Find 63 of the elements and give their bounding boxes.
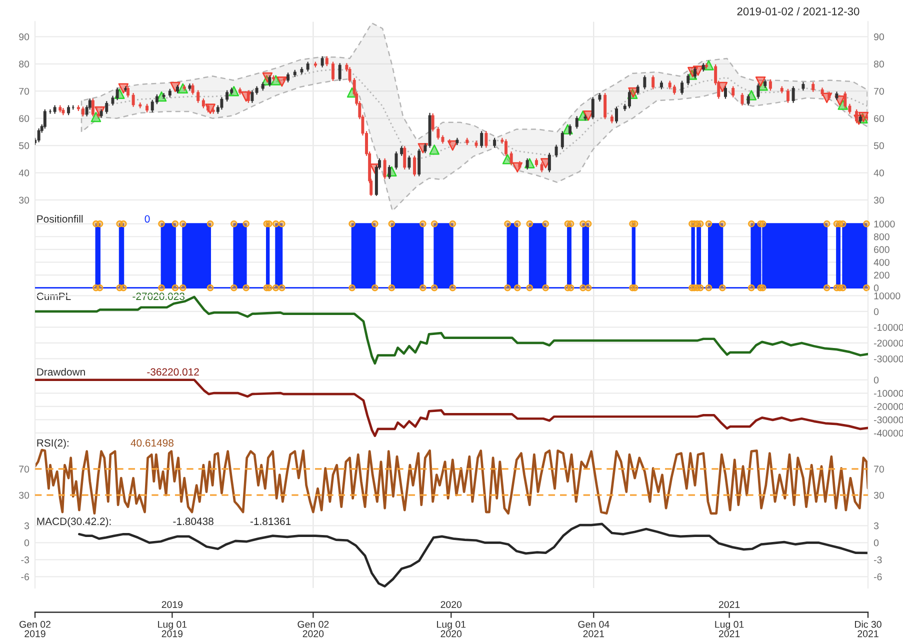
y2-tick-label: 0 (874, 284, 879, 292)
y-tick-label: 80 (19, 60, 30, 68)
x-tick-label: Gen 02 2019 (20, 620, 50, 638)
y-tick-label: 60 (19, 115, 30, 122)
y2-tick-label: 70 (874, 466, 884, 473)
y2-tick-label: -10000 (874, 390, 903, 397)
y2-tick-label: 30 (874, 196, 884, 204)
chart-title: Positionfill (37, 214, 83, 223)
y-tick-label: 3 (24, 522, 30, 530)
y2-tick-label: -10000 (874, 324, 903, 331)
y-tick-label: 30 (19, 196, 30, 204)
y-tick-label: 70 (19, 466, 30, 473)
x2-tick-label: 2021 (718, 601, 740, 608)
y2-tick-label: 0 (874, 308, 879, 316)
y2-tick-label: 1000 (874, 220, 895, 228)
chart-title: MACD(30.42.2): (37, 517, 111, 528)
x-tick-label: Gen 04 2021 (578, 620, 610, 638)
x-tick-label: Lug 01 2020 (437, 620, 466, 638)
annotation: -1.80438 (173, 518, 214, 526)
y2-tick-label: 3 (874, 522, 879, 530)
annotation: -27020.023 (132, 292, 184, 300)
x-tick-label: Gen 02 2020 (298, 620, 329, 638)
y2-tick-label: 50 (874, 142, 884, 150)
annotation: -1.81361 (250, 518, 291, 526)
y2-tick-label: -30000 (874, 416, 903, 424)
y2-tick-label: 0 (874, 376, 879, 384)
annotation: 0 (144, 215, 150, 223)
y2-tick-label: -3 (874, 556, 882, 564)
annotation: 40.61498 (130, 439, 174, 447)
y2-tick-label: -30000 (874, 355, 903, 362)
y2-tick-label: 800 (874, 233, 890, 240)
y-tick-label: 50 (19, 142, 30, 150)
chart-subtitle: 2019-01-02 / 2021-12-30 (737, 7, 860, 16)
y2-tick-label: 600 (874, 246, 890, 254)
chart-title: Drawdown (37, 368, 85, 376)
y-tick-label: 90 (19, 33, 30, 40)
y-tick-label: 40 (18, 170, 30, 176)
y2-tick-label: 80 (874, 60, 884, 68)
y-tick-label: 30 (19, 492, 30, 499)
y2-tick-label: 30 (874, 492, 884, 499)
y2-tick-label: -20000 (874, 403, 903, 410)
chart-title: RSI(2): (37, 438, 68, 449)
y2-tick-label: 90 (874, 33, 884, 40)
y2-tick-label: 400 (874, 258, 890, 266)
y-tick-label: -3 (21, 556, 30, 564)
x2-tick-label: 2020 (440, 601, 462, 608)
y2-tick-label: 60 (874, 115, 884, 122)
x-tick-label: Lug 01 2019 (158, 620, 187, 638)
y2-tick-label: -20000 (874, 340, 903, 347)
y2-tick-label: 70 (874, 88, 884, 95)
x2-tick-label: 2019 (162, 601, 183, 608)
y2-tick-label: 10000 (874, 292, 900, 300)
y2-tick-label: 200 (874, 272, 890, 279)
x-tick-label: Dic 30 2021 (855, 620, 882, 638)
y2-tick-label: -40000 (874, 430, 903, 437)
y-tick-label: -6 (21, 573, 30, 580)
y-tick-label: 70 (19, 88, 30, 95)
y2-tick-label: 0 (874, 539, 879, 546)
annotation: -36220.012 (147, 368, 199, 376)
x-tick-label: Lug 01 2021 (715, 620, 744, 638)
y2-tick-label: 40 (874, 170, 884, 176)
y2-tick-label: -6 (874, 573, 882, 580)
y-tick-label: 0 (24, 539, 30, 546)
